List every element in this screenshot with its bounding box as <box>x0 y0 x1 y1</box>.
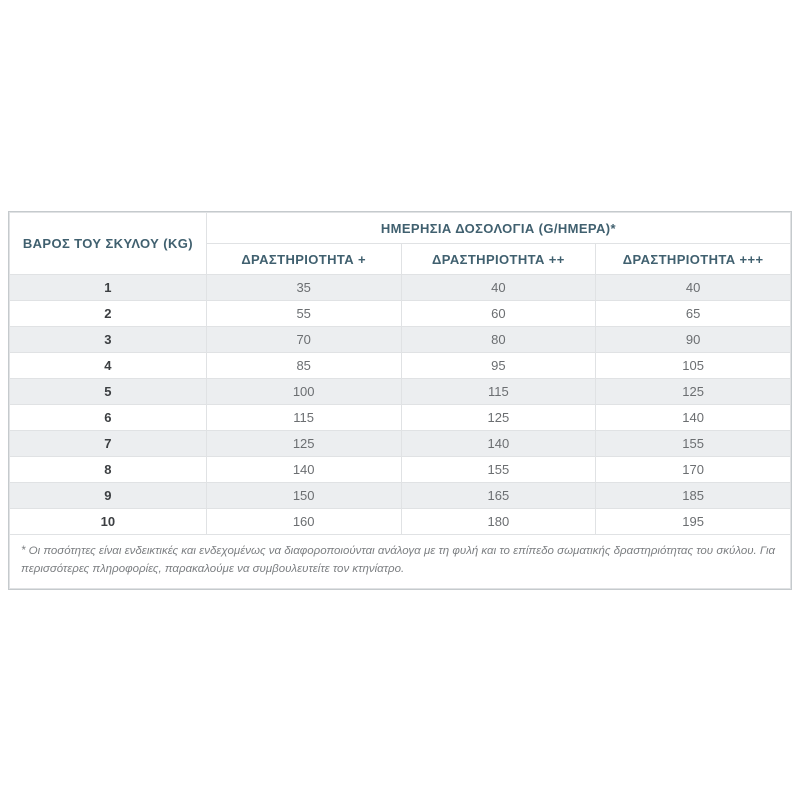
weight-cell: 3 <box>9 326 207 353</box>
table-row: 4 85 95 105 <box>9 352 791 379</box>
dose-cell-activity-1: 160 <box>205 508 402 535</box>
header-row-1: ΒΑΡΟΣ ΤΟΥ ΣΚΥΛΟΥ (KG) ΗΜΕΡΗΣΙΑ ΔΟΣΟΛΟΓΙΑ… <box>9 212 792 275</box>
table-row: 8 140 155 170 <box>9 456 791 483</box>
dosage-table-footer: * Οι ποσότητες είναι ενδεικτικές και ενδ… <box>9 534 791 589</box>
table-row: 9 150 165 185 <box>9 482 791 509</box>
dose-cell-activity-3: 185 <box>595 482 791 509</box>
dose-cell-activity-3: 90 <box>595 326 791 353</box>
footnote-text: * Οι ποσότητες είναι ενδεικτικές και ενδ… <box>9 534 791 589</box>
weight-cell: 9 <box>9 482 207 509</box>
table-row: 3 70 80 90 <box>9 326 791 353</box>
dose-cell-activity-3: 155 <box>595 430 791 457</box>
table-row: 7 125 140 155 <box>9 430 791 457</box>
dosage-table-container: ΒΑΡΟΣ ΤΟΥ ΣΚΥΛΟΥ (KG) ΗΜΕΡΗΣΙΑ ΔΟΣΟΛΟΓΙΑ… <box>8 211 792 590</box>
activity-plus-plus-plus-header: ΔΡΑΣΤΗΡΙΟΤΗΤΑ +++ <box>595 243 791 275</box>
dose-cell-activity-1: 100 <box>205 378 402 405</box>
weight-cell: 10 <box>9 508 207 535</box>
table-row: 1 35 40 40 <box>9 274 791 301</box>
dose-cell-activity-2: 95 <box>400 352 597 379</box>
dosage-table: ΒΑΡΟΣ ΤΟΥ ΣΚΥΛΟΥ (KG) ΗΜΕΡΗΣΙΑ ΔΟΣΟΛΟΓΙΑ… <box>9 212 792 589</box>
dose-cell-activity-1: 150 <box>205 482 402 509</box>
header-row-2: ΔΡΑΣΤΗΡΙΟΤΗΤΑ + ΔΡΑΣΤΗΡΙΟΤΗΤΑ ++ ΔΡΑΣΤΗΡ… <box>10 243 791 275</box>
table-row: 6 115 125 140 <box>9 404 791 431</box>
dose-cell-activity-3: 125 <box>595 378 791 405</box>
dose-cell-activity-2: 80 <box>400 326 597 353</box>
dosage-table-body: 1 35 40 40 2 55 60 65 3 70 80 90 4 85 95… <box>9 274 791 535</box>
activity-plus-header: ΔΡΑΣΤΗΡΙΟΤΗΤΑ + <box>205 243 402 275</box>
dose-cell-activity-2: 60 <box>400 300 597 327</box>
daily-dosage-header: ΗΜΕΡΗΣΙΑ ΔΟΣΟΛΟΓΙΑ (G/ΗΜΕΡΑ)* <box>205 212 792 244</box>
footnote-row: * Οι ποσότητες είναι ενδεικτικές και ενδ… <box>9 534 791 589</box>
dose-cell-activity-1: 115 <box>205 404 402 431</box>
dose-cell-activity-1: 85 <box>205 352 402 379</box>
weight-cell: 2 <box>9 300 207 327</box>
weight-cell: 7 <box>9 430 207 457</box>
weight-cell: 4 <box>9 352 207 379</box>
dose-cell-activity-1: 125 <box>205 430 402 457</box>
dose-cell-activity-2: 165 <box>400 482 597 509</box>
activity-plus-plus-header: ΔΡΑΣΤΗΡΙΟΤΗΤΑ ++ <box>400 243 597 275</box>
dose-cell-activity-3: 170 <box>595 456 791 483</box>
dose-cell-activity-3: 195 <box>595 508 791 535</box>
dose-cell-activity-3: 65 <box>595 300 791 327</box>
dose-cell-activity-2: 155 <box>400 456 597 483</box>
dose-cell-activity-3: 40 <box>595 274 791 301</box>
weight-column-header: ΒΑΡΟΣ ΤΟΥ ΣΚΥΛΟΥ (KG) <box>9 212 207 275</box>
weight-cell: 8 <box>9 456 207 483</box>
weight-cell: 1 <box>9 274 207 301</box>
dose-cell-activity-1: 55 <box>205 300 402 327</box>
dose-cell-activity-3: 140 <box>595 404 791 431</box>
weight-cell: 5 <box>9 378 207 405</box>
weight-cell: 6 <box>9 404 207 431</box>
dose-cell-activity-2: 125 <box>400 404 597 431</box>
dosage-table-header: ΒΑΡΟΣ ΤΟΥ ΣΚΥΛΟΥ (KG) ΗΜΕΡΗΣΙΑ ΔΟΣΟΛΟΓΙΑ… <box>9 212 792 275</box>
table-row: 10 160 180 195 <box>9 508 791 535</box>
dose-cell-activity-1: 35 <box>205 274 402 301</box>
dose-cell-activity-2: 115 <box>400 378 597 405</box>
dose-cell-activity-1: 70 <box>205 326 402 353</box>
dose-cell-activity-2: 140 <box>400 430 597 457</box>
dose-cell-activity-2: 180 <box>400 508 597 535</box>
table-row: 5 100 115 125 <box>9 378 791 405</box>
dose-cell-activity-2: 40 <box>400 274 597 301</box>
table-row: 2 55 60 65 <box>9 300 791 327</box>
dose-cell-activity-3: 105 <box>595 352 791 379</box>
dose-cell-activity-1: 140 <box>205 456 402 483</box>
